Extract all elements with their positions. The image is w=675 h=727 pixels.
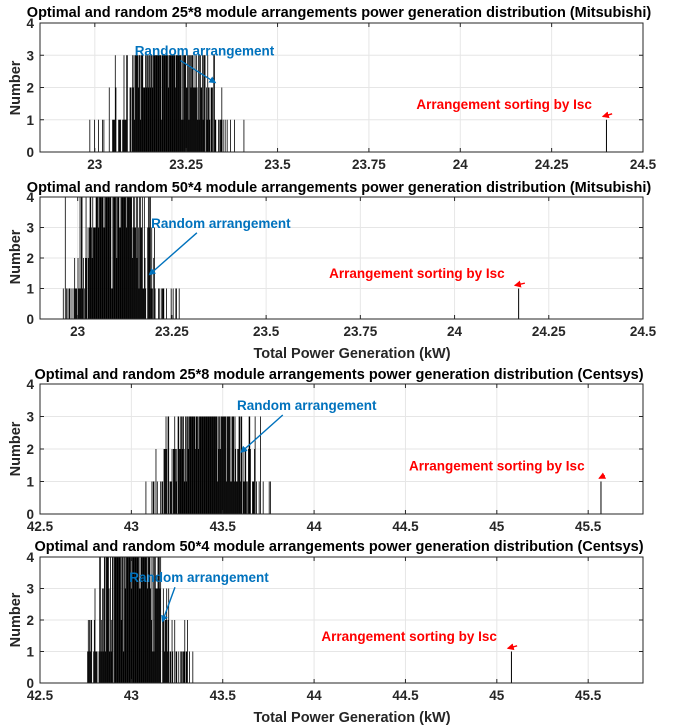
chart-panel-2: Optimal and random 50*4 module arrangeme… — [8, 180, 657, 362]
y-tick-label: 4 — [26, 550, 34, 565]
x-tick-label: 43 — [124, 688, 140, 703]
sorted-arrangement-arrow — [601, 111, 613, 119]
random-arrangement-label: Random arrangement — [237, 398, 377, 413]
x-tick-label: 24.5 — [630, 324, 657, 339]
x-tick-label: 23 — [87, 157, 103, 172]
chart-title: Optimal and random 25*8 module arrangeme… — [27, 5, 652, 21]
y-tick-label: 1 — [26, 282, 34, 297]
sorted-arrangement-label: Arrangement sorting by Isc — [321, 629, 497, 644]
chart-title: Optimal and random 50*4 module arrangeme… — [27, 180, 652, 196]
sorted-arrangement-arrow — [513, 280, 526, 288]
chart-title: Optimal and random 50*4 module arrangeme… — [34, 539, 643, 555]
chart-panel-4: Optimal and random 50*4 module arrangeme… — [8, 539, 644, 726]
y-tick-label: 2 — [26, 251, 34, 266]
y-tick-label: 0 — [26, 676, 34, 691]
x-tick-label: 23.5 — [253, 324, 280, 339]
y-tick-label: 1 — [26, 475, 34, 490]
y-tick-label: 0 — [26, 507, 34, 522]
y-tick-label: 1 — [26, 645, 34, 660]
x-tick-label: 42.5 — [27, 519, 54, 534]
x-tick-label: 24.25 — [535, 157, 569, 172]
y-tick-label: 0 — [26, 145, 34, 160]
x-tick-label: 24 — [453, 157, 469, 172]
sorted-arrangement-arrow — [506, 643, 518, 651]
x-tick-label: 24 — [447, 324, 463, 339]
y-tick-label: 3 — [26, 221, 34, 236]
y-axis-label: Number — [8, 592, 24, 647]
x-tick-label: 44 — [307, 519, 323, 534]
x-tick-label: 43.5 — [210, 519, 237, 534]
x-axis-label: Total Power Generation (kW) — [253, 710, 450, 726]
y-tick-label: 4 — [26, 190, 34, 205]
x-axis-label: Total Power Generation (kW) — [253, 346, 450, 362]
x-tick-label: 43.5 — [210, 688, 237, 703]
y-tick-label: 4 — [26, 377, 34, 392]
y-tick-label: 2 — [26, 613, 34, 628]
y-axis-label: Number — [8, 60, 24, 115]
random-arrangement-arrow — [180, 59, 217, 84]
chart-panel-3: Optimal and random 25*8 module arrangeme… — [8, 367, 644, 534]
x-tick-label: 45.5 — [575, 519, 602, 534]
sorted-arrangement-label: Arrangement sorting by Isc — [416, 97, 592, 112]
x-tick-label: 23.25 — [155, 324, 189, 339]
y-tick-label: 2 — [26, 81, 34, 96]
y-tick-label: 3 — [26, 48, 34, 63]
random-arrangement-bars — [87, 557, 194, 683]
y-tick-label: 2 — [26, 442, 34, 457]
x-tick-label: 45.5 — [575, 688, 602, 703]
random-arrangement-bars — [89, 55, 245, 152]
plot-area: 42.5 43 43.5 44 44.5 45 45.5 0 1 2 3 4 — [26, 550, 644, 703]
x-tick-label: 23 — [70, 324, 86, 339]
x-tick-label: 44 — [307, 688, 323, 703]
y-tick-label: 0 — [26, 312, 34, 327]
random-arrangement-label: Random arrangement — [129, 570, 269, 585]
random-arrangement-label: Random arrangement — [135, 44, 275, 59]
x-tick-label: 24.5 — [630, 157, 657, 172]
x-tick-label: 24.25 — [532, 324, 566, 339]
random-arrangement-arrow — [161, 586, 176, 623]
y-tick-label: 1 — [26, 113, 34, 128]
x-tick-label: 44.5 — [392, 688, 419, 703]
random-arrangement-label: Random arrangement — [151, 216, 291, 231]
x-tick-label: 42.5 — [27, 688, 54, 703]
chart-title: Optimal and random 25*8 module arrangeme… — [34, 367, 643, 383]
random-arrangement-bars — [62, 197, 180, 319]
sorted-arrangement-label: Arrangement sorting by Isc — [409, 458, 585, 473]
random-arrangement-bars — [145, 416, 271, 514]
y-axis-label: Number — [8, 421, 24, 476]
x-tick-label: 23.75 — [343, 324, 377, 339]
x-tick-label: 23.5 — [264, 157, 291, 172]
y-tick-label: 3 — [26, 582, 34, 597]
plot-area: 42.5 43 43.5 44 44.5 45 45.5 0 1 2 3 4 — [26, 377, 644, 534]
chart-panel-1: Optimal and random 25*8 module arrangeme… — [8, 5, 657, 172]
y-tick-label: 3 — [26, 410, 34, 425]
sorted-arrangement-label: Arrangement sorting by Isc — [329, 266, 505, 281]
x-tick-label: 23.25 — [169, 157, 203, 172]
x-tick-label: 43 — [124, 519, 140, 534]
y-axis-label: Number — [8, 229, 24, 284]
x-tick-label: 45 — [489, 519, 505, 534]
random-arrangement-arrow — [148, 232, 198, 276]
random-arrangement-arrow — [240, 414, 284, 453]
x-tick-label: 23.75 — [352, 157, 386, 172]
sorted-arrangement-arrow — [598, 472, 607, 479]
x-tick-label: 45 — [489, 688, 505, 703]
x-tick-label: 44.5 — [392, 519, 419, 534]
y-tick-label: 4 — [26, 16, 34, 31]
